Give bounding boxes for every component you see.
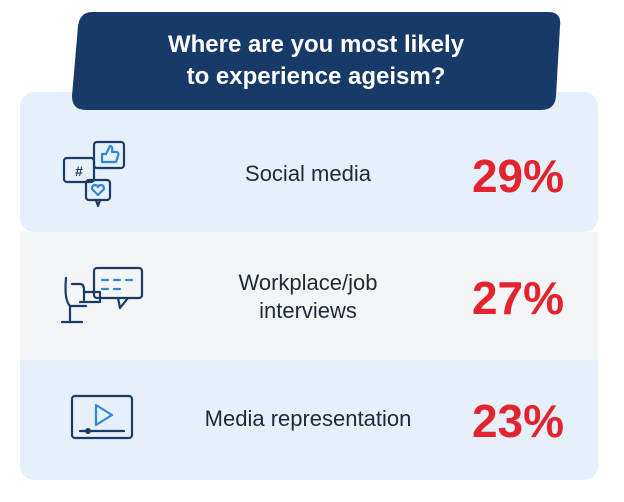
item-label: Media representation [205,406,412,431]
video-icon [70,394,134,440]
percentage: 23% [472,395,564,447]
item-label: Social media [245,161,372,186]
row-background [20,92,598,232]
percentage: 27% [472,272,564,324]
title-banner [72,12,561,110]
item-label: Workplace/job [239,270,378,295]
interview-icon [60,266,144,324]
svg-text:#: # [75,163,83,179]
row-background [20,360,598,380]
item-label: interviews [259,298,357,323]
row-background [20,232,598,360]
percentage: 29% [472,150,564,202]
title-line: Where are you most likely [168,31,465,58]
row-background [20,360,598,480]
social-media-icon: # [62,140,126,208]
title-line: to experience ageism? [187,63,446,90]
